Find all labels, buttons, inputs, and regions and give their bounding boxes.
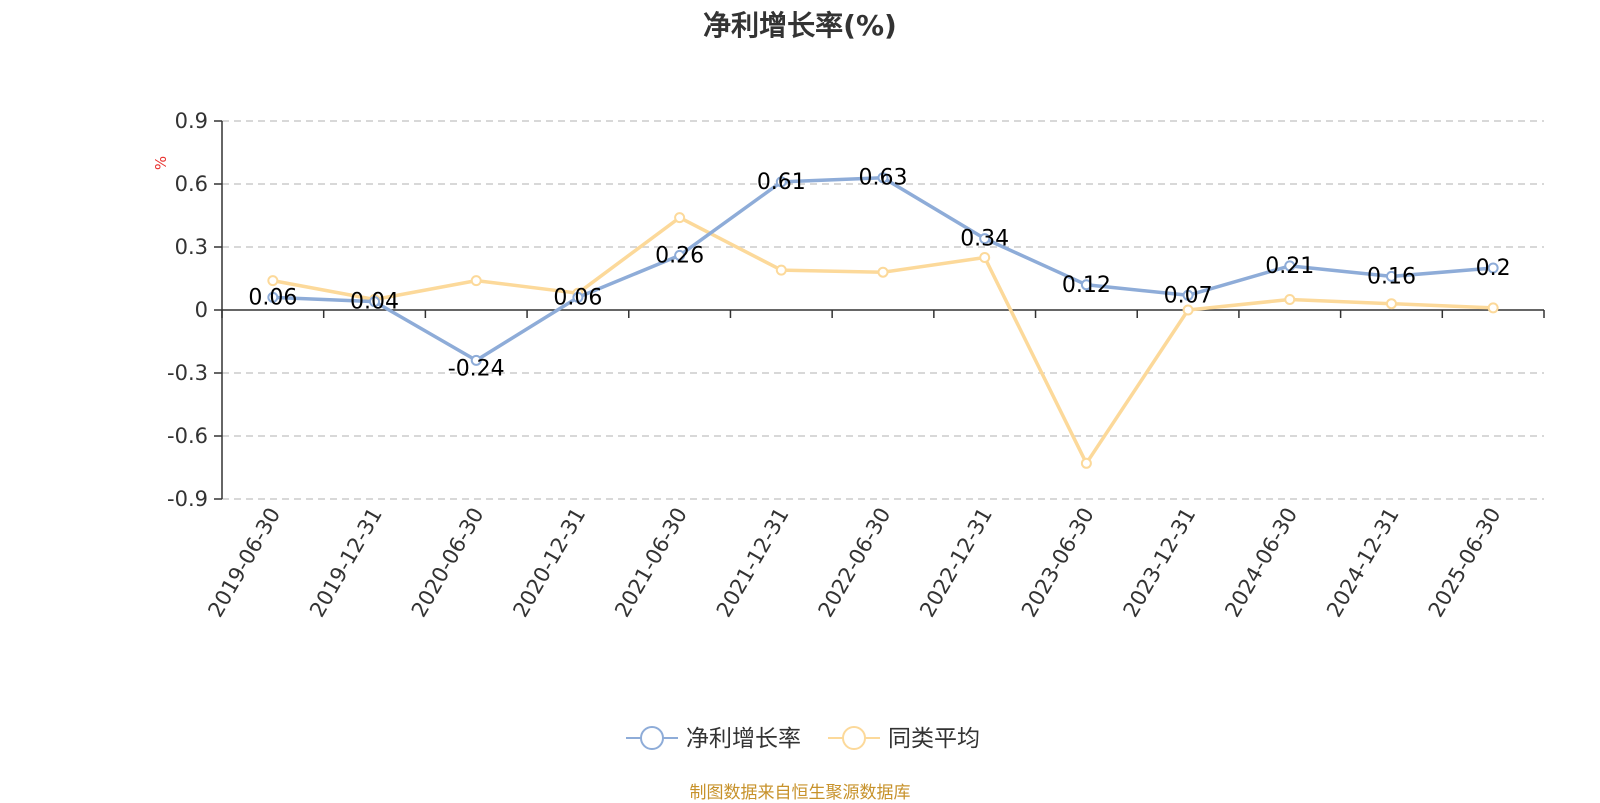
x-tick-label: 2020-06-30: [407, 504, 489, 622]
x-tick-label: 2020-12-31: [508, 504, 590, 622]
y-tick-label: 0.3: [175, 235, 208, 259]
x-tick-label: 2021-06-30: [610, 504, 692, 622]
y-tick-label: 0.6: [175, 172, 208, 196]
y-tick-label: -0.9: [167, 487, 208, 511]
series-point: [1182, 304, 1194, 316]
y-tick-label: 0: [195, 298, 208, 322]
series-point: [1284, 260, 1296, 272]
series-point: [470, 275, 482, 287]
series: [267, 172, 1499, 469]
y-axis-label: %: [152, 156, 170, 170]
x-tick-label: 2019-12-31: [305, 504, 387, 622]
series-point: [979, 252, 991, 263]
data-label: 0.04: [350, 290, 399, 315]
x-tick-label: 2021-12-31: [712, 504, 794, 622]
legend-marker: [842, 726, 866, 750]
series-point: [1080, 457, 1092, 469]
x-tick-label: 2024-06-30: [1220, 504, 1302, 622]
series-point: [1284, 294, 1296, 305]
series-point: [674, 212, 686, 224]
data-label: 0.2: [1476, 256, 1511, 281]
data-label: 0.21: [1265, 254, 1314, 279]
series-point: [877, 172, 889, 184]
y-tick-label: 0.9: [175, 109, 208, 133]
data-label: 0.06: [553, 285, 602, 310]
data-label: 0.12: [1062, 273, 1111, 298]
axes: -0.9 -0.6 -0.3 0 0.3 0.6 0.9% 2019-06-30 2019-12…: [152, 109, 1545, 622]
series-point: [775, 176, 787, 188]
series-point: [1385, 270, 1397, 282]
series-point: [775, 264, 787, 276]
x-tick-label: 2022-12-31: [915, 504, 997, 622]
legend: 净利增长率 同类平均: [626, 726, 980, 752]
series-point: [267, 275, 279, 287]
x-tick-label: 2023-06-30: [1017, 504, 1099, 622]
series-point: [877, 266, 889, 278]
series-point: [267, 291, 279, 303]
series-point: [674, 249, 686, 261]
series-point: [369, 296, 381, 308]
data-label: 0.16: [1367, 264, 1416, 289]
series-point: [1487, 302, 1499, 314]
legend-label: 同类平均: [888, 726, 980, 752]
legend-marker: [640, 726, 664, 750]
series-point: [572, 291, 584, 303]
y-tick-label: -0.3: [167, 361, 208, 385]
series-point: [979, 233, 991, 245]
data-labels: 0.06 0.04 -0.24 0.06 0.26 0.61 0.63 0.34 0.12 0.0…: [248, 166, 1510, 382]
grid-lines: [222, 120, 1544, 500]
series-point: [1385, 298, 1397, 310]
series-point: [1182, 289, 1194, 301]
series-point: [1080, 279, 1092, 291]
data-label: 0.26: [655, 243, 704, 268]
data-label: 0.63: [859, 166, 908, 191]
x-tick-label: 2025-06-30: [1424, 504, 1506, 622]
data-label: 0.61: [757, 170, 806, 195]
y-tick-label: -0.6: [167, 424, 208, 448]
series-point: [470, 354, 482, 366]
data-label: 0.34: [960, 227, 1009, 252]
source-note: 制图数据来自恒生聚源数据库: [689, 783, 911, 803]
x-tick-label: 2022-06-30: [814, 504, 896, 622]
x-tick-label: 2019-06-30: [203, 504, 285, 622]
series-point: [1487, 262, 1499, 274]
data-label: 0.07: [1164, 283, 1213, 308]
legend-label: 净利增长率: [686, 726, 801, 752]
data-label: -0.24: [448, 356, 505, 381]
data-label: 0.06: [248, 285, 297, 310]
chart-title: 净利增长率(%): [703, 9, 897, 42]
x-tick-label: 2024-12-31: [1322, 504, 1404, 622]
x-tick-label: 2023-12-31: [1119, 504, 1201, 622]
